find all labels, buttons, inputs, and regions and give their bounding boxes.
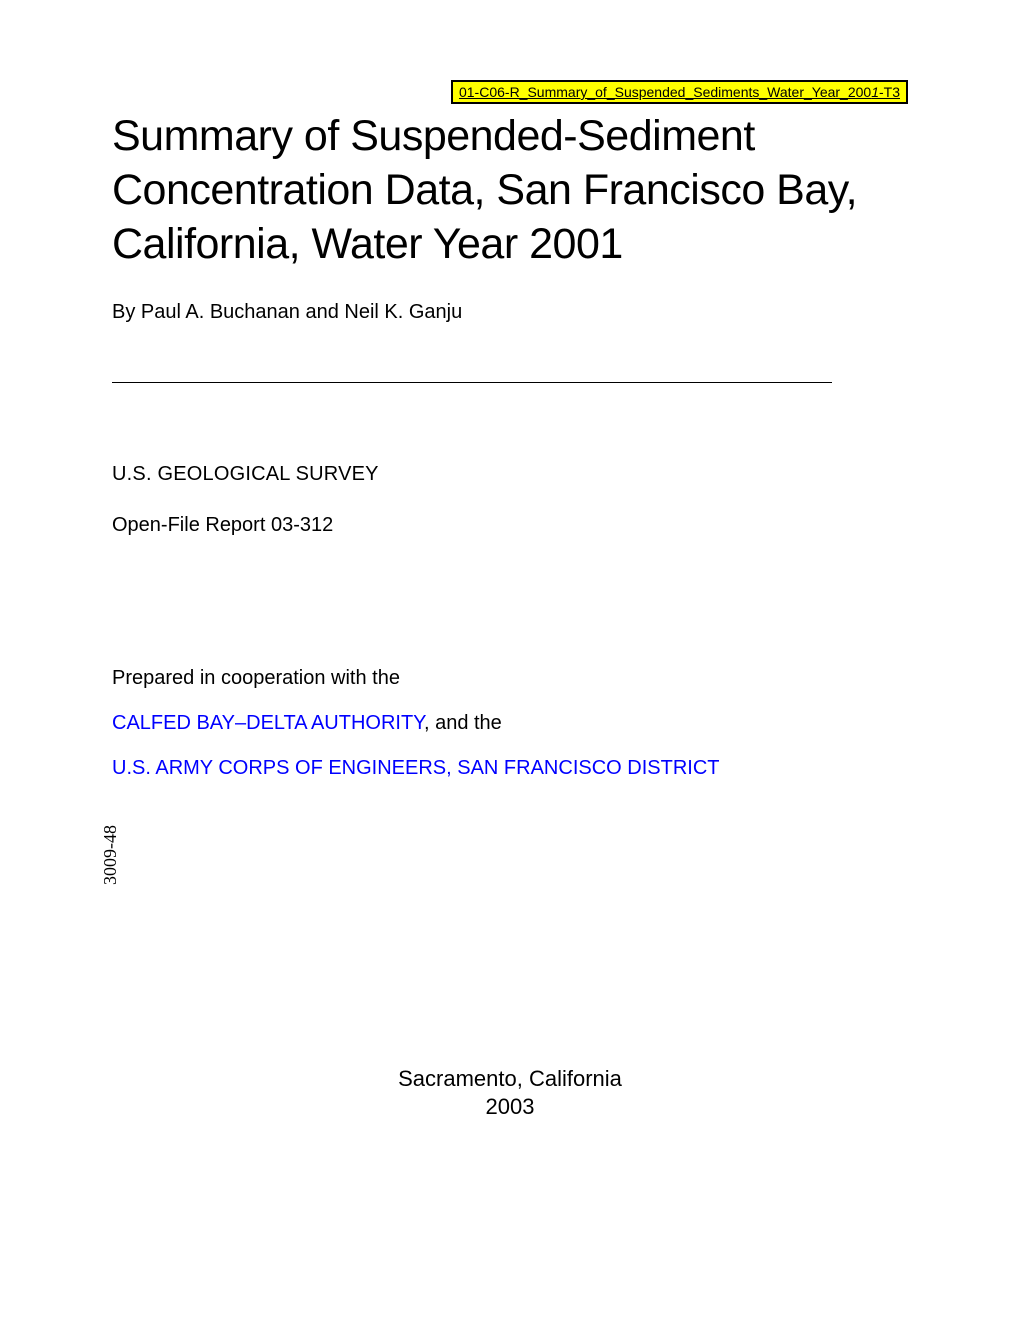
cooperation-intro: Prepared in cooperation with the [112,667,908,690]
page-title: Summary of Suspended-Sediment Concentrat… [112,110,908,271]
footer-location: Sacramento, California [0,1066,1020,1092]
cooperation-line-1: CALFED BAY–DELTA AUTHORITY, and the [112,712,908,735]
report-number: Open-File Report 03-312 [112,514,908,537]
authors-by: By [112,301,141,323]
agency-name: U.S. GEOLOGICAL SURVEY [112,463,908,486]
doc-id-italic: 1 [871,84,879,100]
horizontal-divider [112,382,832,383]
document-id-label: 01-C06-R_Summary_of_Suspended_Sediments_… [451,80,908,104]
army-corps-link[interactable]: U.S. ARMY CORPS OF ENGINEERS, SAN FRANCI… [112,757,720,779]
footer-year: 2003 [0,1094,1020,1120]
coop1-suffix: , and the [424,712,502,734]
cooperation-line-2: U.S. ARMY CORPS OF ENGINEERS, SAN FRANCI… [112,757,908,780]
calfed-link[interactable]: CALFED BAY–DELTA AUTHORITY [112,712,424,734]
authors-line: By Paul A. Buchanan and Neil K. Ganju [112,301,908,324]
authors-names: Paul A. Buchanan and Neil K. Ganju [141,301,462,323]
vertical-reference-number: 3009-48 [100,825,121,885]
doc-id-suffix: -T3 [879,84,900,100]
doc-id-main: 01-C06-R_Summary_of_Suspended_Sediments_… [459,84,871,100]
footer-block: Sacramento, California 2003 [0,1066,1020,1120]
